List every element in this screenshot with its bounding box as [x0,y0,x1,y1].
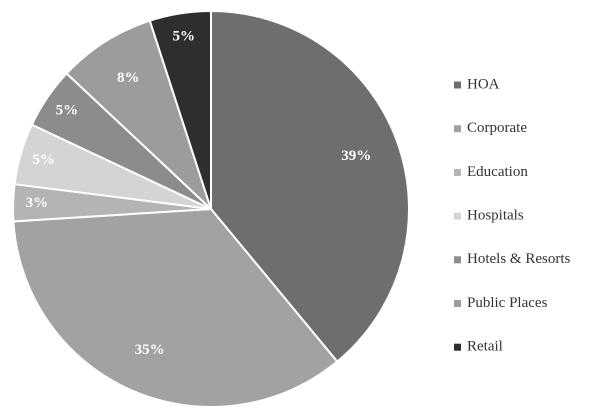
legend-label: Hotels & Resorts [467,251,570,267]
pie-slice [148,9,212,210]
legend-label: Hospitals [467,208,524,224]
legend-swatch [454,168,461,176]
legend-swatch [454,300,461,307]
data-label: 3% [26,195,49,211]
legend-swatch [454,125,461,133]
legend-swatch [454,212,461,220]
pie-slice [210,9,410,363]
data-label: 35% [135,342,165,358]
legend-swatch [454,81,461,89]
legend-swatch [454,256,461,264]
legend-label: HOA [467,76,500,92]
legend-label: Retail [467,339,503,355]
legend-label: Public Places [467,295,548,311]
data-label: 8% [117,70,140,86]
pie-slice [12,207,339,408]
data-label: 5% [56,103,79,119]
data-label: 39% [341,148,371,164]
pie-slice [65,19,212,210]
data-label: 5% [32,152,55,168]
legend-label: Education [467,164,528,180]
legend-label: Corporate [467,120,527,136]
legend-swatch [454,343,461,351]
data-label: 5% [172,28,195,44]
